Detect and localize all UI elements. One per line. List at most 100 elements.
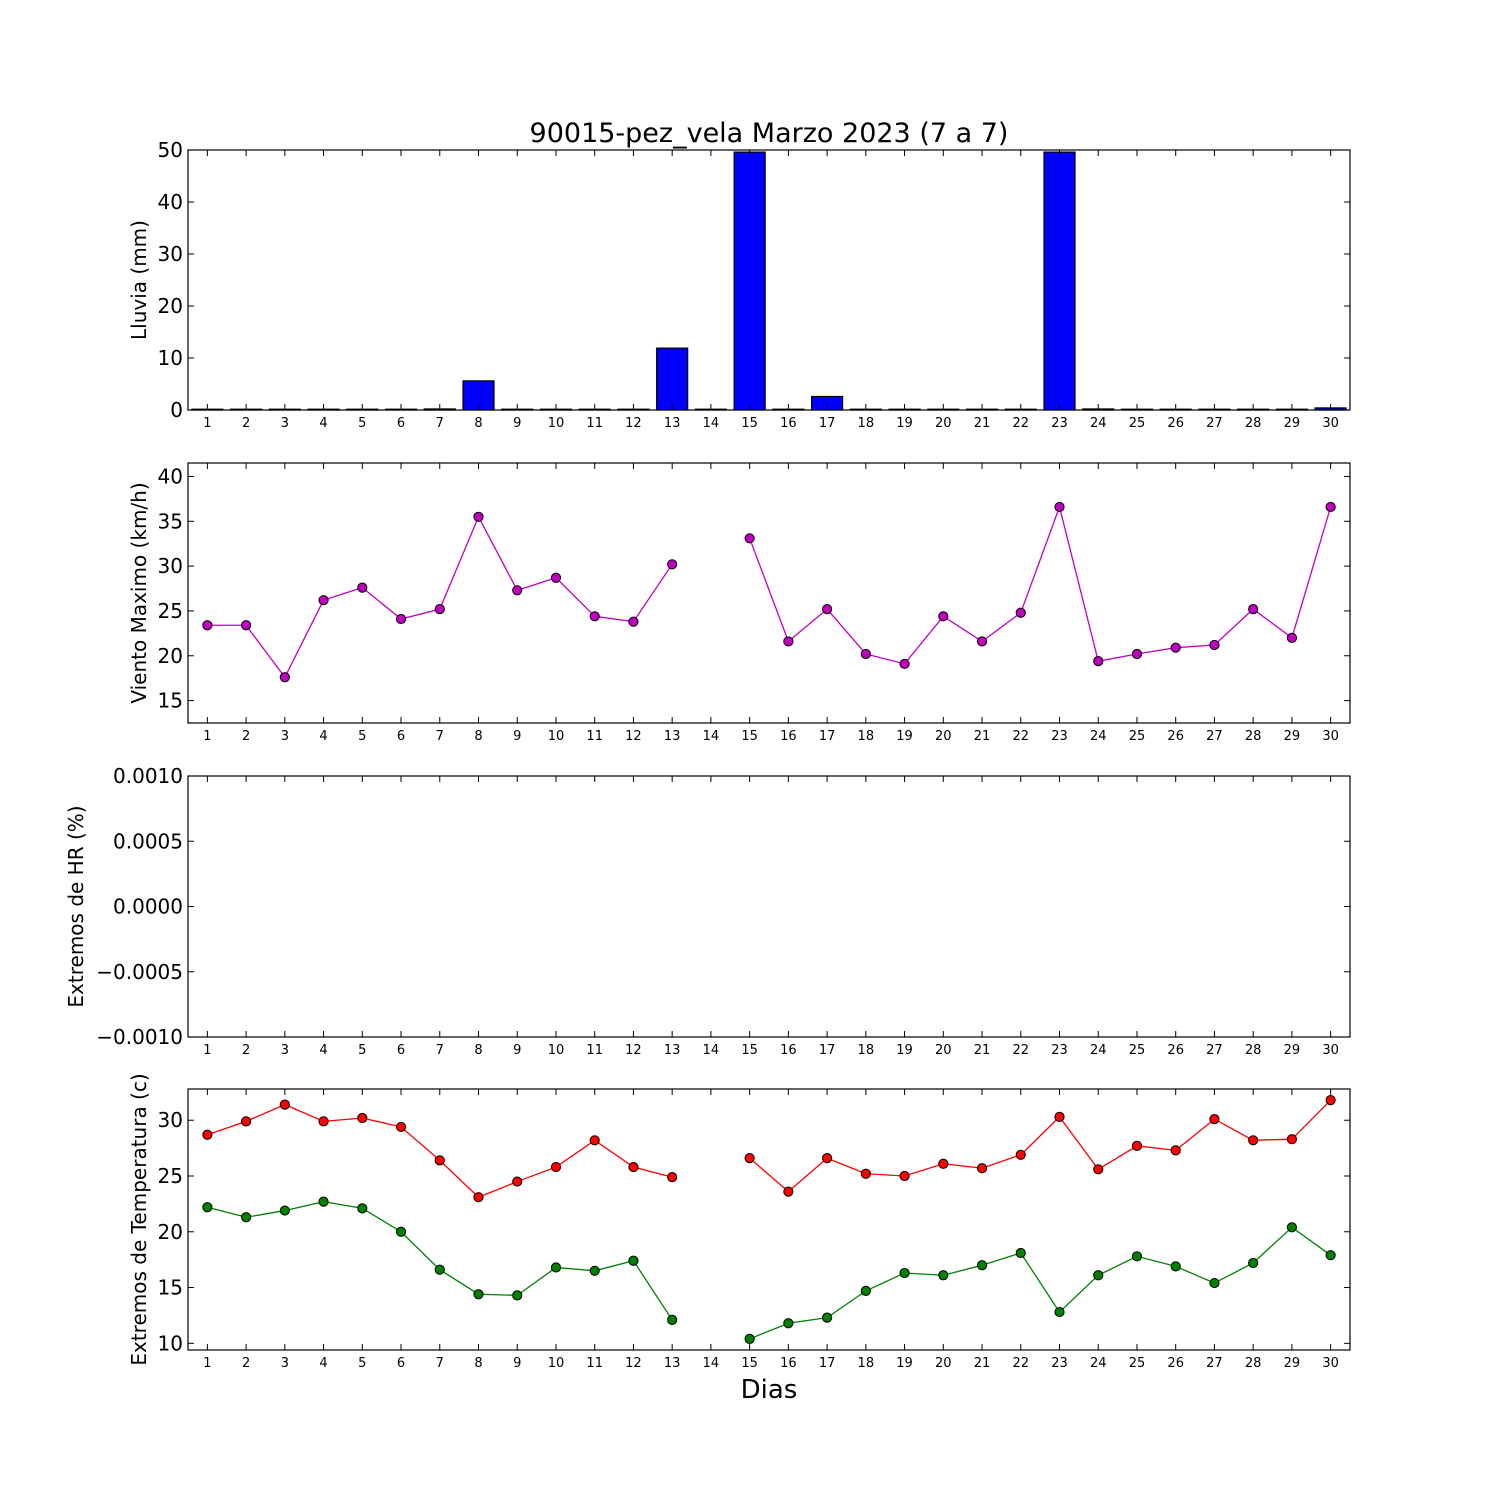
y-tick-label: 25	[158, 599, 183, 623]
x-tick-label: 6	[397, 416, 405, 431]
plot-frame	[187, 149, 1351, 411]
x-tick-label: 21	[974, 1356, 991, 1371]
x-tick-label: 23	[1051, 729, 1068, 744]
x-tick-label: 6	[397, 1043, 405, 1058]
wind-line-point-day-15	[744, 533, 755, 544]
y-tick-label: 30	[158, 554, 183, 578]
tmin-line-point-day-26	[1170, 1261, 1181, 1272]
x-tick-label: 14	[703, 416, 720, 431]
wind-line-point-day-19	[899, 658, 910, 669]
x-tick-label: 9	[513, 1356, 521, 1371]
plot-frame	[187, 462, 1351, 724]
x-tick-label: 9	[513, 729, 521, 744]
y-tick-label: 40	[158, 190, 183, 214]
x-tick-label: 1	[203, 1356, 211, 1371]
wind-line-point-day-20	[938, 611, 949, 622]
x-tick-label: 19	[896, 416, 913, 431]
tmin-line-point-day-24	[1093, 1270, 1104, 1281]
y-tick-label: 50	[158, 138, 183, 162]
y-tick-label: 25	[158, 1164, 183, 1188]
tmax-line-point-day-10	[550, 1161, 562, 1173]
x-tick-label: 4	[319, 416, 327, 431]
tmax-line-point-day-19	[899, 1170, 910, 1182]
y-tick-label: 30	[158, 1108, 183, 1132]
y-tick-label: 15	[158, 689, 183, 713]
tmin-line-point-day-11	[589, 1265, 600, 1276]
wind-line-point-day-22	[1015, 607, 1026, 618]
x-tick-label: 16	[780, 416, 797, 431]
plot-frame	[187, 775, 1351, 1038]
wind-line-point-day-2	[241, 620, 252, 631]
tmin-line-point-day-23	[1054, 1306, 1065, 1318]
x-tick-label: 2	[242, 416, 250, 431]
y-tick-label: 20	[158, 644, 183, 668]
y-axis-label: Viento Maximo (km/h)	[127, 482, 151, 703]
x-tick-label: 28	[1245, 729, 1262, 744]
y-tick-label: −0.0010	[96, 1025, 183, 1049]
x-tick-label: 15	[741, 1043, 758, 1058]
y-axis-label: Extremos de Temperatura (c)	[127, 1073, 151, 1365]
y-tick-label: 15	[158, 1276, 183, 1300]
wind-line-point-day-27	[1209, 639, 1220, 651]
x-tick-label: 30	[1322, 1043, 1339, 1058]
y-tick-label: 10	[158, 1331, 183, 1355]
tmin-line-point-day-20	[938, 1270, 949, 1281]
x-tick-label: 30	[1322, 729, 1339, 744]
wind-line-point-day-10	[550, 572, 562, 583]
tmax-line-segment-2	[749, 1099, 1332, 1193]
tmax-line-point-day-16	[783, 1186, 794, 1197]
wind-line-point-day-16	[783, 636, 794, 647]
wind-line-point-day-6	[395, 613, 407, 625]
tmax-line-point-day-18	[860, 1168, 871, 1179]
tmax-line-point-day-21	[976, 1163, 988, 1174]
x-tick-label: 11	[586, 416, 603, 431]
x-tick-label: 12	[625, 1043, 642, 1058]
x-tick-label: 22	[1012, 1356, 1029, 1371]
tmax-line-point-day-7	[434, 1155, 445, 1166]
x-tick-label: 8	[474, 1356, 482, 1371]
x-tick-label: 8	[474, 1043, 482, 1058]
x-tick-label: 23	[1051, 416, 1068, 431]
x-tick-label: 10	[548, 1043, 565, 1058]
x-tick-label: 28	[1245, 416, 1262, 431]
x-tick-label: 23	[1051, 1043, 1068, 1058]
tmax-line-point-day-30	[1325, 1095, 1336, 1106]
x-tick-label: 26	[1167, 1356, 1184, 1371]
x-tick-label: 26	[1167, 729, 1184, 744]
bar-day-23	[1043, 151, 1076, 411]
y-tick-label: −0.0005	[96, 960, 183, 984]
tmin-line-point-day-6	[395, 1226, 407, 1237]
wind-line-point-day-29	[1286, 632, 1298, 643]
x-tick-label: 1	[203, 416, 211, 431]
x-tick-label: 25	[1129, 416, 1146, 431]
x-tick-label: 22	[1012, 729, 1029, 744]
x-tick-label: 17	[819, 416, 836, 431]
x-tick-label: 17	[819, 1356, 836, 1371]
x-tick-label: 13	[664, 1043, 681, 1058]
x-tick-label: 13	[664, 416, 681, 431]
wind-line-point-day-26	[1170, 642, 1181, 653]
x-tick-label: 3	[281, 1043, 289, 1058]
x-tick-label: 22	[1012, 416, 1029, 431]
x-tick-label: 25	[1129, 1043, 1146, 1058]
wind-line-point-day-12	[628, 616, 639, 627]
tmin-line-point-day-1	[202, 1202, 213, 1213]
y-tick-label: 10	[158, 346, 183, 370]
x-tick-label: 2	[242, 1356, 250, 1371]
x-tick-label: 11	[586, 1356, 603, 1371]
tmax-line-point-day-4	[318, 1116, 329, 1127]
tmin-line-point-day-19	[899, 1267, 910, 1279]
x-tick-label: 6	[397, 729, 405, 744]
x-tick-label: 19	[896, 1043, 913, 1058]
wind-line-segment-1	[207, 515, 673, 679]
x-tick-label: 5	[358, 1356, 366, 1371]
y-tick-label: 30	[158, 242, 183, 266]
y-axis-label: Extremos de HR (%)	[64, 805, 88, 1007]
x-tick-label: 16	[780, 729, 797, 744]
tmax-line-point-day-9	[512, 1176, 523, 1187]
x-tick-label: 2	[242, 729, 250, 744]
